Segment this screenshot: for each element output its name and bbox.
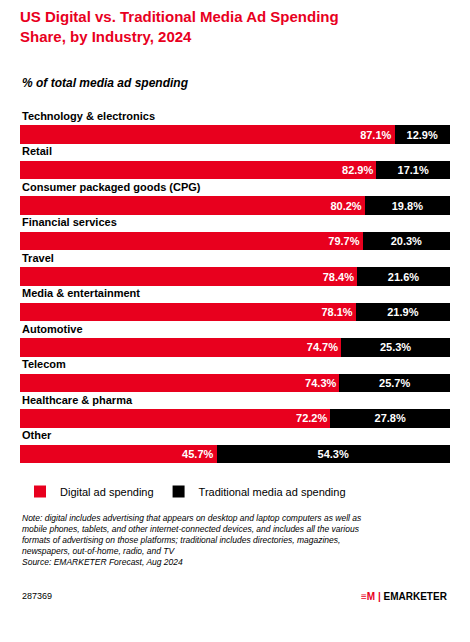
svg-text:19.8%: 19.8% bbox=[392, 200, 423, 212]
svg-text:Digital ad spending: Digital ad spending bbox=[60, 486, 154, 498]
svg-text:Automotive: Automotive bbox=[22, 323, 83, 335]
svg-text:US Digital vs. Traditional Med: US Digital vs. Traditional Media Ad Spen… bbox=[20, 8, 339, 45]
svg-text:Financial services: Financial services bbox=[22, 216, 117, 228]
svg-text:Consumer packaged goods (CPG): Consumer packaged goods (CPG) bbox=[22, 181, 201, 193]
svg-text:287369: 287369 bbox=[22, 591, 52, 601]
svg-text:78.4%: 78.4% bbox=[323, 271, 354, 283]
svg-text:74.7%: 74.7% bbox=[307, 341, 338, 353]
svg-text:21.9%: 21.9% bbox=[387, 306, 418, 318]
svg-text:Other: Other bbox=[22, 429, 52, 441]
svg-text:Traditional media ad spending: Traditional media ad spending bbox=[199, 486, 346, 498]
svg-text:Travel: Travel bbox=[22, 252, 54, 264]
svg-text:≡M | EMARKETER: ≡M | EMARKETER bbox=[361, 591, 448, 602]
svg-text:Note: digital includes adverti: Note: digital includes advertising that … bbox=[22, 513, 362, 567]
svg-text:21.6%: 21.6% bbox=[388, 271, 419, 283]
svg-text:72.2%: 72.2% bbox=[296, 412, 327, 424]
svg-text:% of total media ad spending: % of total media ad spending bbox=[22, 76, 189, 90]
svg-text:Media & entertainment: Media & entertainment bbox=[22, 287, 140, 299]
svg-text:74.3%: 74.3% bbox=[305, 377, 336, 389]
svg-text:45.7%: 45.7% bbox=[182, 448, 213, 460]
svg-text:78.1%: 78.1% bbox=[321, 306, 352, 318]
svg-text:12.9%: 12.9% bbox=[407, 129, 438, 141]
svg-text:Telecom: Telecom bbox=[22, 358, 66, 370]
svg-text:80.2%: 80.2% bbox=[330, 200, 361, 212]
svg-text:79.7%: 79.7% bbox=[328, 235, 359, 247]
svg-text:25.3%: 25.3% bbox=[380, 341, 411, 353]
svg-text:Technology & electronics: Technology & electronics bbox=[22, 110, 155, 122]
svg-text:25.7%: 25.7% bbox=[379, 377, 410, 389]
svg-text:54.3%: 54.3% bbox=[318, 448, 349, 460]
svg-text:20.3%: 20.3% bbox=[391, 235, 422, 247]
svg-text:Retail: Retail bbox=[22, 145, 52, 157]
svg-text:17.1%: 17.1% bbox=[398, 164, 429, 176]
svg-text:82.9%: 82.9% bbox=[342, 164, 373, 176]
svg-text:27.8%: 27.8% bbox=[375, 412, 406, 424]
svg-text:87.1%: 87.1% bbox=[360, 129, 391, 141]
svg-text:Healthcare & pharma: Healthcare & pharma bbox=[22, 394, 133, 406]
